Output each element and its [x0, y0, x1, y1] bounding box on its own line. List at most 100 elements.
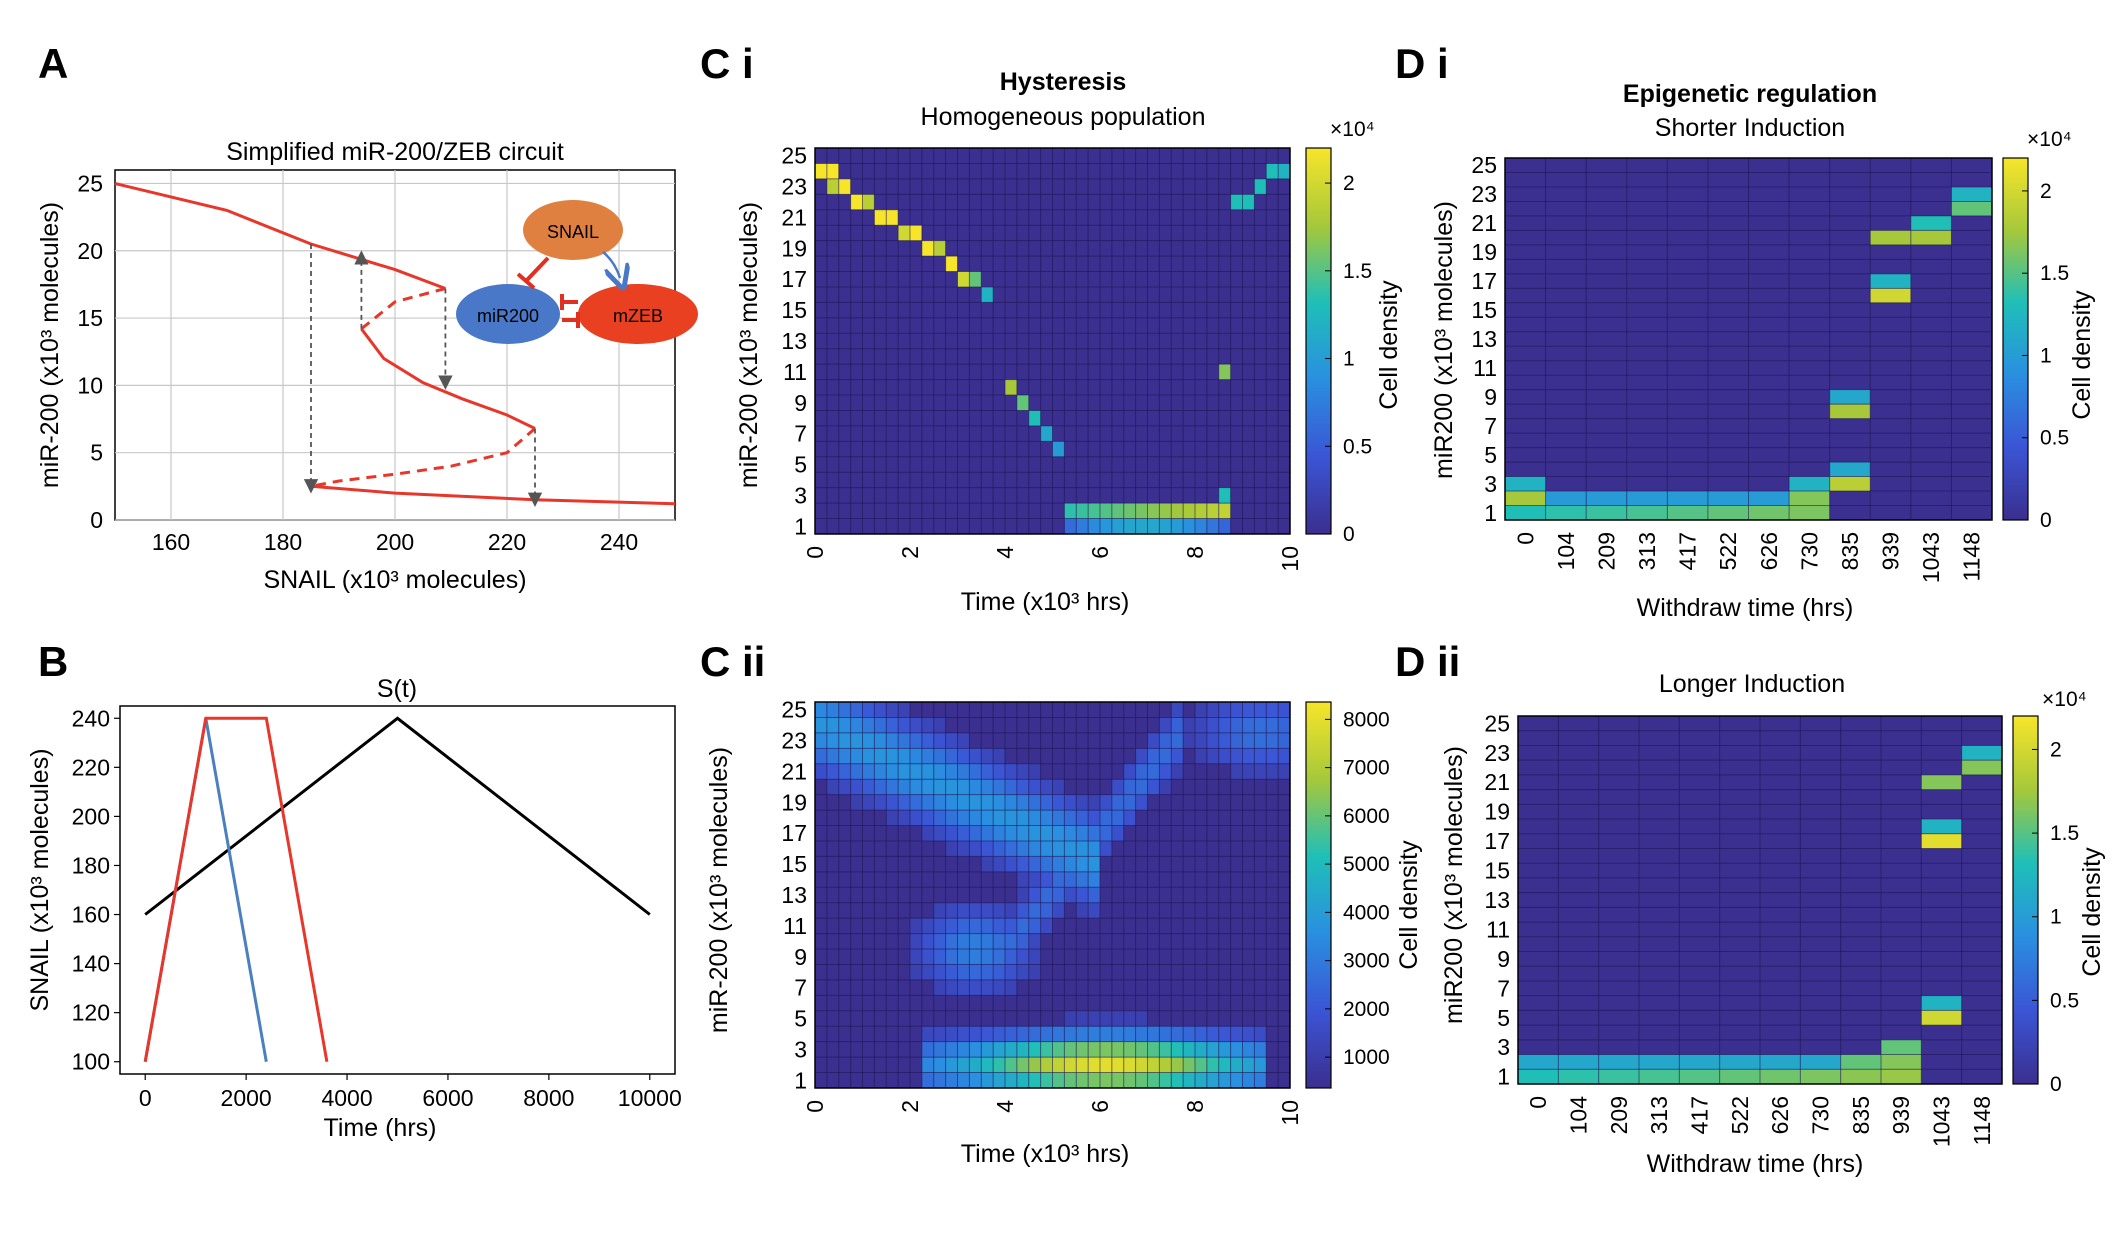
heatmap-cell — [921, 794, 934, 811]
heatmap-cell — [1218, 487, 1231, 504]
heatmap-cell — [993, 794, 1006, 811]
heatmap-cell — [921, 717, 934, 733]
heatmap-cell — [898, 794, 911, 811]
heatmap-cell — [933, 825, 946, 841]
heatmap-cell — [981, 1026, 994, 1042]
heatmap-cell — [1088, 856, 1101, 872]
heatmap-cell — [1147, 518, 1160, 534]
heatmap-xtick: 0 — [802, 546, 828, 559]
heatmap-cell — [1135, 1026, 1148, 1042]
heatmap-cell — [1123, 810, 1136, 826]
heatmap-cell — [1016, 395, 1029, 411]
heatmap-cell — [933, 964, 946, 980]
heatmap-cell — [993, 779, 1006, 795]
heatmap-cell — [1505, 476, 1546, 492]
heatmap-cell — [1230, 1072, 1243, 1088]
heatmap-cell — [1206, 518, 1219, 534]
heatmap-cell — [1028, 763, 1041, 780]
heatmap-cell — [1028, 1072, 1041, 1088]
heatmap-cell — [1076, 871, 1089, 888]
heatmap-cell — [981, 748, 994, 764]
heatmap-cell — [1881, 1069, 1922, 1084]
panel-b-ylabel: SNAIL (x10³ molecules) — [26, 748, 54, 1011]
heatmap-cell — [969, 1072, 982, 1088]
heatmap-cell — [945, 748, 958, 764]
panel-ci-ylabel: miR-200 (x10³ molecules) — [735, 202, 763, 488]
heatmap-ytick: 23 — [781, 174, 807, 200]
panel-b-ytick: 220 — [72, 754, 110, 780]
heatmap-cell — [945, 1057, 958, 1073]
heatmap-cell — [910, 964, 922, 980]
heatmap-cell — [1016, 871, 1029, 888]
heatmap-ytick: 7 — [794, 975, 807, 1001]
heatmap-cell — [945, 964, 958, 980]
heatmap-cell — [1016, 1057, 1029, 1073]
heatmap-cell — [1254, 1072, 1267, 1088]
heatmap-cell — [1040, 1026, 1053, 1042]
heatmap-ytick: 7 — [1484, 413, 1497, 439]
heatmap-cell — [1052, 1057, 1065, 1073]
heatmap-ytick: 9 — [1484, 384, 1497, 410]
heatmap-cell — [1028, 810, 1041, 826]
heatmap-cell — [1951, 186, 1992, 202]
heatmap-cell — [1088, 825, 1101, 841]
heatmap-cell — [1123, 503, 1136, 519]
heatmap-cell — [898, 732, 911, 749]
heatmap-cell — [1111, 1041, 1124, 1058]
colorbar-tick: 8000 — [1343, 708, 1390, 731]
colorbar-tick: 1 — [2040, 344, 2052, 367]
heatmap-cell — [1218, 1026, 1231, 1042]
heatmap-xtick: 4 — [992, 546, 1018, 559]
heatmap-xtick: 6 — [1087, 546, 1113, 559]
heatmap-cell — [1159, 717, 1172, 733]
heatmap-cell — [1111, 810, 1124, 826]
heatmap-cell — [1016, 840, 1029, 857]
heatmap-cell — [933, 918, 946, 934]
heatmap-xtick: 522 — [1727, 1096, 1753, 1134]
heatmap-cell — [826, 178, 839, 195]
heatmap-cell — [1707, 505, 1749, 520]
colorbar — [1305, 147, 1332, 535]
heatmap-cell — [1183, 732, 1196, 749]
heatmap-cell — [1171, 763, 1184, 780]
heatmap-cell — [1028, 825, 1041, 841]
heatmap-cell — [838, 763, 851, 780]
panel-a-curve-unstable-2 — [310, 427, 536, 488]
panel-a-curve-stable-mid — [360, 327, 536, 430]
heatmap-cell — [1206, 1072, 1219, 1088]
heatmap-cell — [1040, 425, 1053, 442]
heatmap-cell — [1076, 856, 1089, 872]
heatmap-cell — [1040, 902, 1053, 919]
heatmap-cell — [1028, 794, 1041, 811]
heatmap-cell — [993, 902, 1006, 919]
heatmap-cell — [969, 1041, 982, 1058]
panel-a-xtick: 220 — [488, 529, 526, 555]
heatmap-cell — [1719, 1069, 1760, 1084]
panel-b-series-blue — [143, 718, 268, 1062]
heatmap-cell — [957, 271, 970, 287]
heatmap-cell — [993, 1041, 1006, 1058]
heatmap-cell — [874, 794, 887, 811]
heatmap-cell — [1076, 1010, 1089, 1027]
panel-b-series-black — [144, 716, 651, 916]
heatmap-cell — [898, 748, 911, 764]
colorbar-tick: 0.5 — [2050, 989, 2079, 1012]
heatmap-cell — [1111, 1010, 1124, 1027]
heatmap-cell — [1218, 518, 1231, 534]
heatmap-cell — [1840, 1069, 1881, 1084]
heatmap-cell — [1195, 732, 1207, 749]
colorbar-tick: 1.5 — [2040, 262, 2069, 285]
heatmap-cell — [1147, 732, 1160, 749]
heatmap-cell — [1028, 1041, 1041, 1058]
heatmap-cell — [1829, 462, 1871, 477]
heatmap-cell — [1005, 856, 1017, 872]
heatmap-cell — [969, 779, 982, 795]
heatmap-cell — [1254, 178, 1267, 195]
heatmap-cell — [850, 748, 863, 764]
heatmap-cell — [1789, 476, 1830, 492]
heatmap-cell — [1123, 518, 1136, 534]
heatmap-cell — [981, 933, 994, 950]
panel-di-ylabel: miR200 (x10³ molecules) — [1430, 201, 1458, 479]
heatmap-cell — [1123, 1026, 1136, 1042]
heatmap-cell — [1206, 1026, 1219, 1042]
